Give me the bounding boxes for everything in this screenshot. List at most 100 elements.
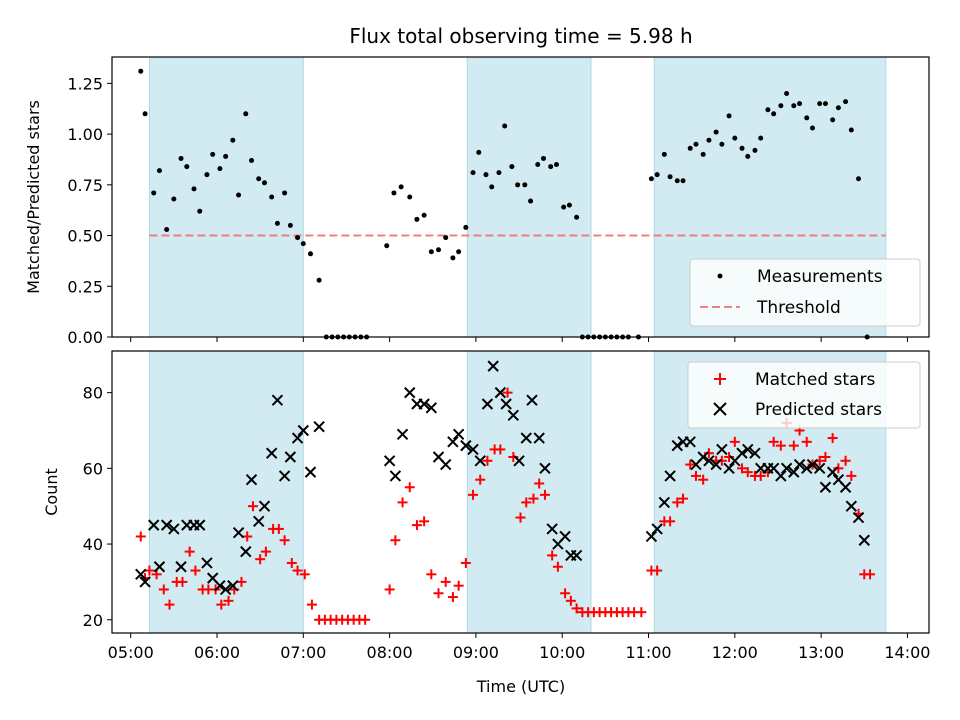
measurement-point <box>687 145 693 151</box>
top-legend: Measurements Threshold <box>689 258 921 327</box>
legend-measurements-marker <box>717 273 723 279</box>
measurement-point <box>804 115 810 121</box>
predicted-star-point <box>775 470 787 482</box>
predicted-stars-points <box>135 360 870 596</box>
legend-threshold-label: Threshold <box>756 298 841 318</box>
matched-star-point <box>279 535 290 546</box>
predicted-star-point <box>201 557 213 569</box>
measurement-point <box>726 113 732 119</box>
measurement-point <box>548 164 554 170</box>
predicted-star-point <box>710 458 722 471</box>
matched-star-point <box>698 474 709 485</box>
predicted-star-point <box>265 447 278 459</box>
measurement-point <box>249 157 255 163</box>
predicted-star-point <box>806 458 819 471</box>
x-tick-label: 09:00 <box>453 643 499 662</box>
matched-star-point <box>502 387 513 398</box>
measurement-point <box>765 107 771 113</box>
x-tick-label: 05:00 <box>108 643 154 662</box>
x-tick-label: 13:00 <box>798 643 844 662</box>
bottom-legend-box <box>687 361 921 429</box>
matched-star-point <box>273 523 284 534</box>
matched-star-point <box>247 501 258 512</box>
measurement-point <box>791 103 797 109</box>
matched-star-point <box>534 478 545 489</box>
measurement-point <box>230 137 236 143</box>
predicted-star-point <box>858 534 870 546</box>
measurement-point <box>522 182 528 188</box>
predicted-star-point <box>467 443 479 456</box>
measurement-point <box>843 99 849 105</box>
legend-predicted-label: Predicted stars <box>755 400 882 420</box>
matched-star-point <box>678 493 689 504</box>
matched-star-point <box>144 565 155 576</box>
matched-star-point <box>255 554 266 565</box>
predicted-star-point <box>520 432 532 444</box>
measurement-point <box>210 151 216 157</box>
matched-star-point <box>672 497 683 508</box>
matched-star-point <box>475 474 486 485</box>
matched-star-point <box>306 599 317 610</box>
predicted-star-point <box>487 360 499 372</box>
measurement-point <box>217 166 223 172</box>
measurement-point <box>300 241 306 247</box>
matched-star-point <box>242 531 253 542</box>
matched-star-point <box>216 599 227 610</box>
measurement-point <box>502 123 508 129</box>
matched-star-point <box>820 451 831 462</box>
predicted-star-point <box>819 481 832 493</box>
matched-star-point <box>411 520 422 531</box>
matched-star-point <box>460 557 471 568</box>
predicted-star-point <box>658 496 671 509</box>
matched-star-point <box>788 440 799 451</box>
matched-star-point <box>390 535 401 546</box>
predicted-star-point <box>703 455 715 467</box>
measurement-point <box>151 190 157 196</box>
measurement-point <box>384 243 390 249</box>
measurement-point <box>566 202 572 208</box>
matched-star-point <box>846 470 857 481</box>
measurement-point <box>274 220 280 226</box>
measurement-point <box>732 135 738 141</box>
measurement-point <box>428 249 434 255</box>
measurement-point <box>191 186 197 192</box>
measurement-point <box>745 153 751 159</box>
predicted-star-point <box>447 436 459 448</box>
bottom-y-tick-label: 80 <box>83 384 103 403</box>
predicted-star-point <box>214 579 226 592</box>
x-tick-label: 11:00 <box>625 643 671 662</box>
predicted-star-point <box>389 470 402 482</box>
measurement-point <box>204 172 210 178</box>
bottom-shaded-region-2 <box>466 350 592 634</box>
bottom-shaded-region-1 <box>148 350 304 634</box>
measurement-point <box>706 137 712 143</box>
measurement-point <box>822 101 828 107</box>
measurement-point <box>817 101 823 107</box>
predicted-star-point <box>452 428 465 440</box>
matched-star-point <box>440 576 451 587</box>
matched-star-point <box>299 569 310 580</box>
matched-star-point <box>419 516 430 527</box>
matched-star-point <box>190 565 201 576</box>
top-axes-frame <box>111 56 930 338</box>
matched-star-point <box>737 463 748 474</box>
matched-star-point <box>560 588 571 599</box>
predicted-star-point <box>801 462 813 475</box>
measurement-point <box>496 170 502 176</box>
measurement-point <box>164 226 170 232</box>
measurement-point <box>835 105 841 111</box>
predicted-star-point <box>526 394 538 406</box>
measurement-point <box>830 117 836 123</box>
measurement-point <box>667 174 673 180</box>
matched-stars-points <box>135 387 876 625</box>
measurement-point <box>758 135 764 141</box>
x-tick-label: 08:00 <box>367 643 413 662</box>
matched-star-point <box>426 569 437 580</box>
top-y-axis-label: Matched/Predicted stars <box>24 100 43 294</box>
measurement-point <box>797 101 803 107</box>
predicted-star-point <box>723 462 735 475</box>
measurement-point <box>680 178 686 184</box>
legend-matched-label: Matched stars <box>755 370 875 390</box>
predicted-star-point <box>160 519 173 531</box>
measurement-points <box>138 68 870 340</box>
